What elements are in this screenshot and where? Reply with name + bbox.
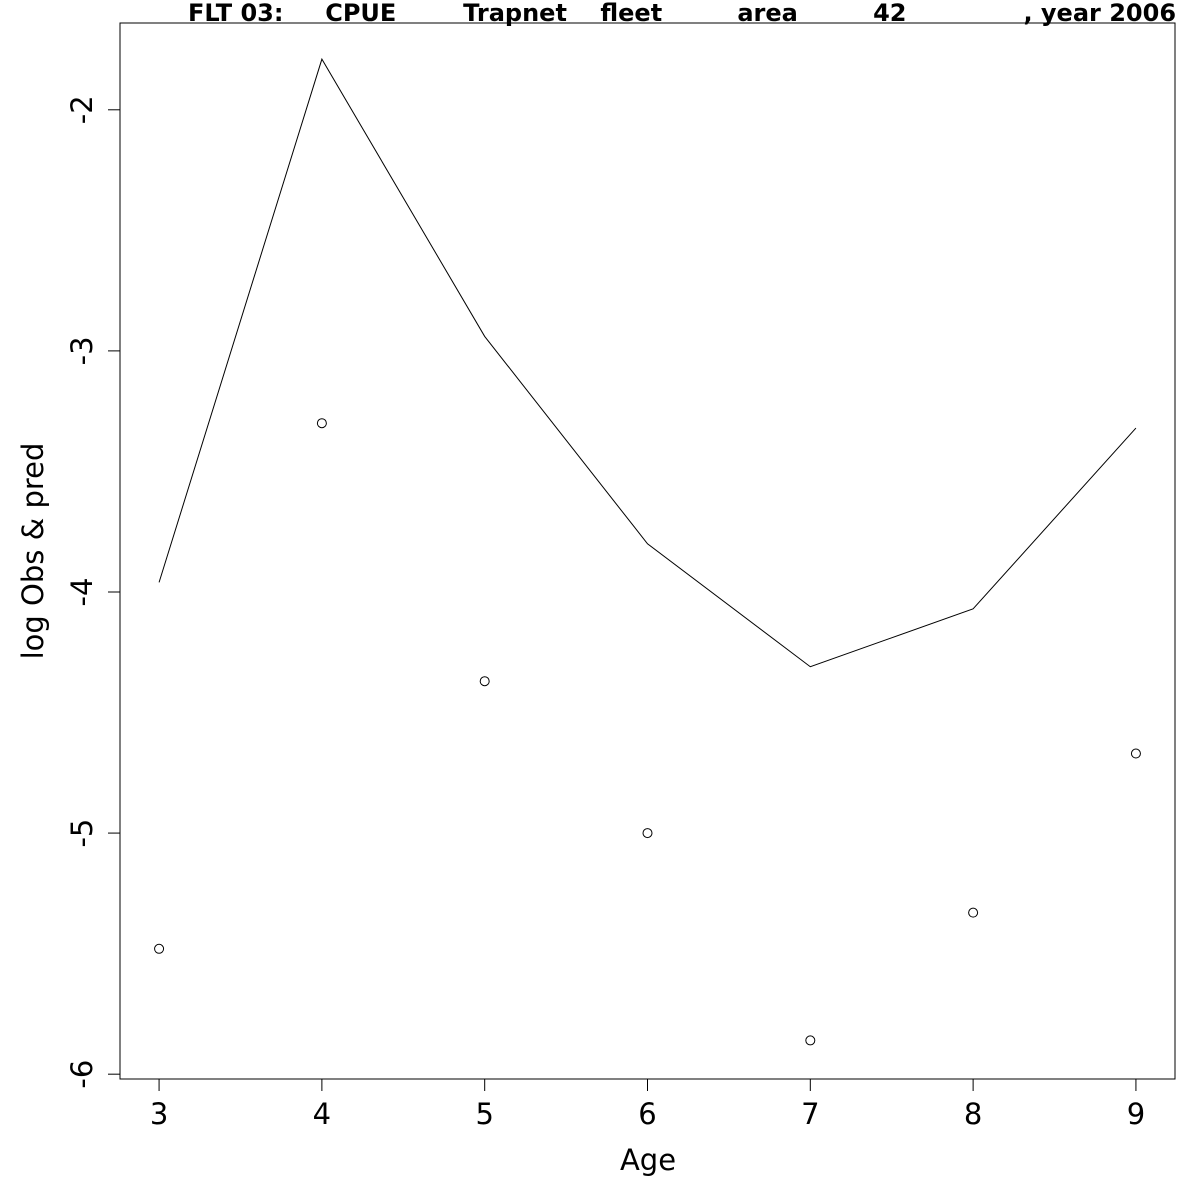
observed-point	[642, 828, 653, 839]
x-axis-title: Age	[620, 1143, 676, 1177]
y-tick-label: -4	[65, 578, 99, 607]
x-axis: 3 4 5 6 7 8 9	[150, 1078, 1145, 1131]
y-tick-label: -2	[65, 95, 99, 124]
y-axis-title: log Obs & pred	[16, 443, 50, 660]
x-tick-label: 5	[475, 1097, 493, 1131]
x-tick-label: 8	[964, 1097, 982, 1131]
predicted-line	[158, 57, 1137, 668]
x-tick-label: 3	[150, 1097, 168, 1131]
observed-point	[968, 907, 979, 918]
observed-point	[154, 943, 165, 954]
x-tick-label: 9	[1127, 1097, 1145, 1131]
y-tick-label: -6	[65, 1060, 99, 1089]
series-layer	[154, 57, 1141, 1046]
x-tick-label: 4	[313, 1097, 331, 1131]
observed-point	[479, 676, 490, 687]
plot-frame	[119, 22, 1176, 1080]
observed-point	[316, 418, 327, 429]
x-tick-label: 7	[801, 1097, 819, 1131]
y-axis: -6 -5 -4 -3 -2	[65, 95, 121, 1089]
y-tick-label: -3	[65, 336, 99, 365]
x-tick-label: 6	[638, 1097, 656, 1131]
observed-point	[805, 1035, 816, 1046]
observed-point	[1130, 748, 1141, 759]
y-tick-label: -5	[65, 819, 99, 848]
